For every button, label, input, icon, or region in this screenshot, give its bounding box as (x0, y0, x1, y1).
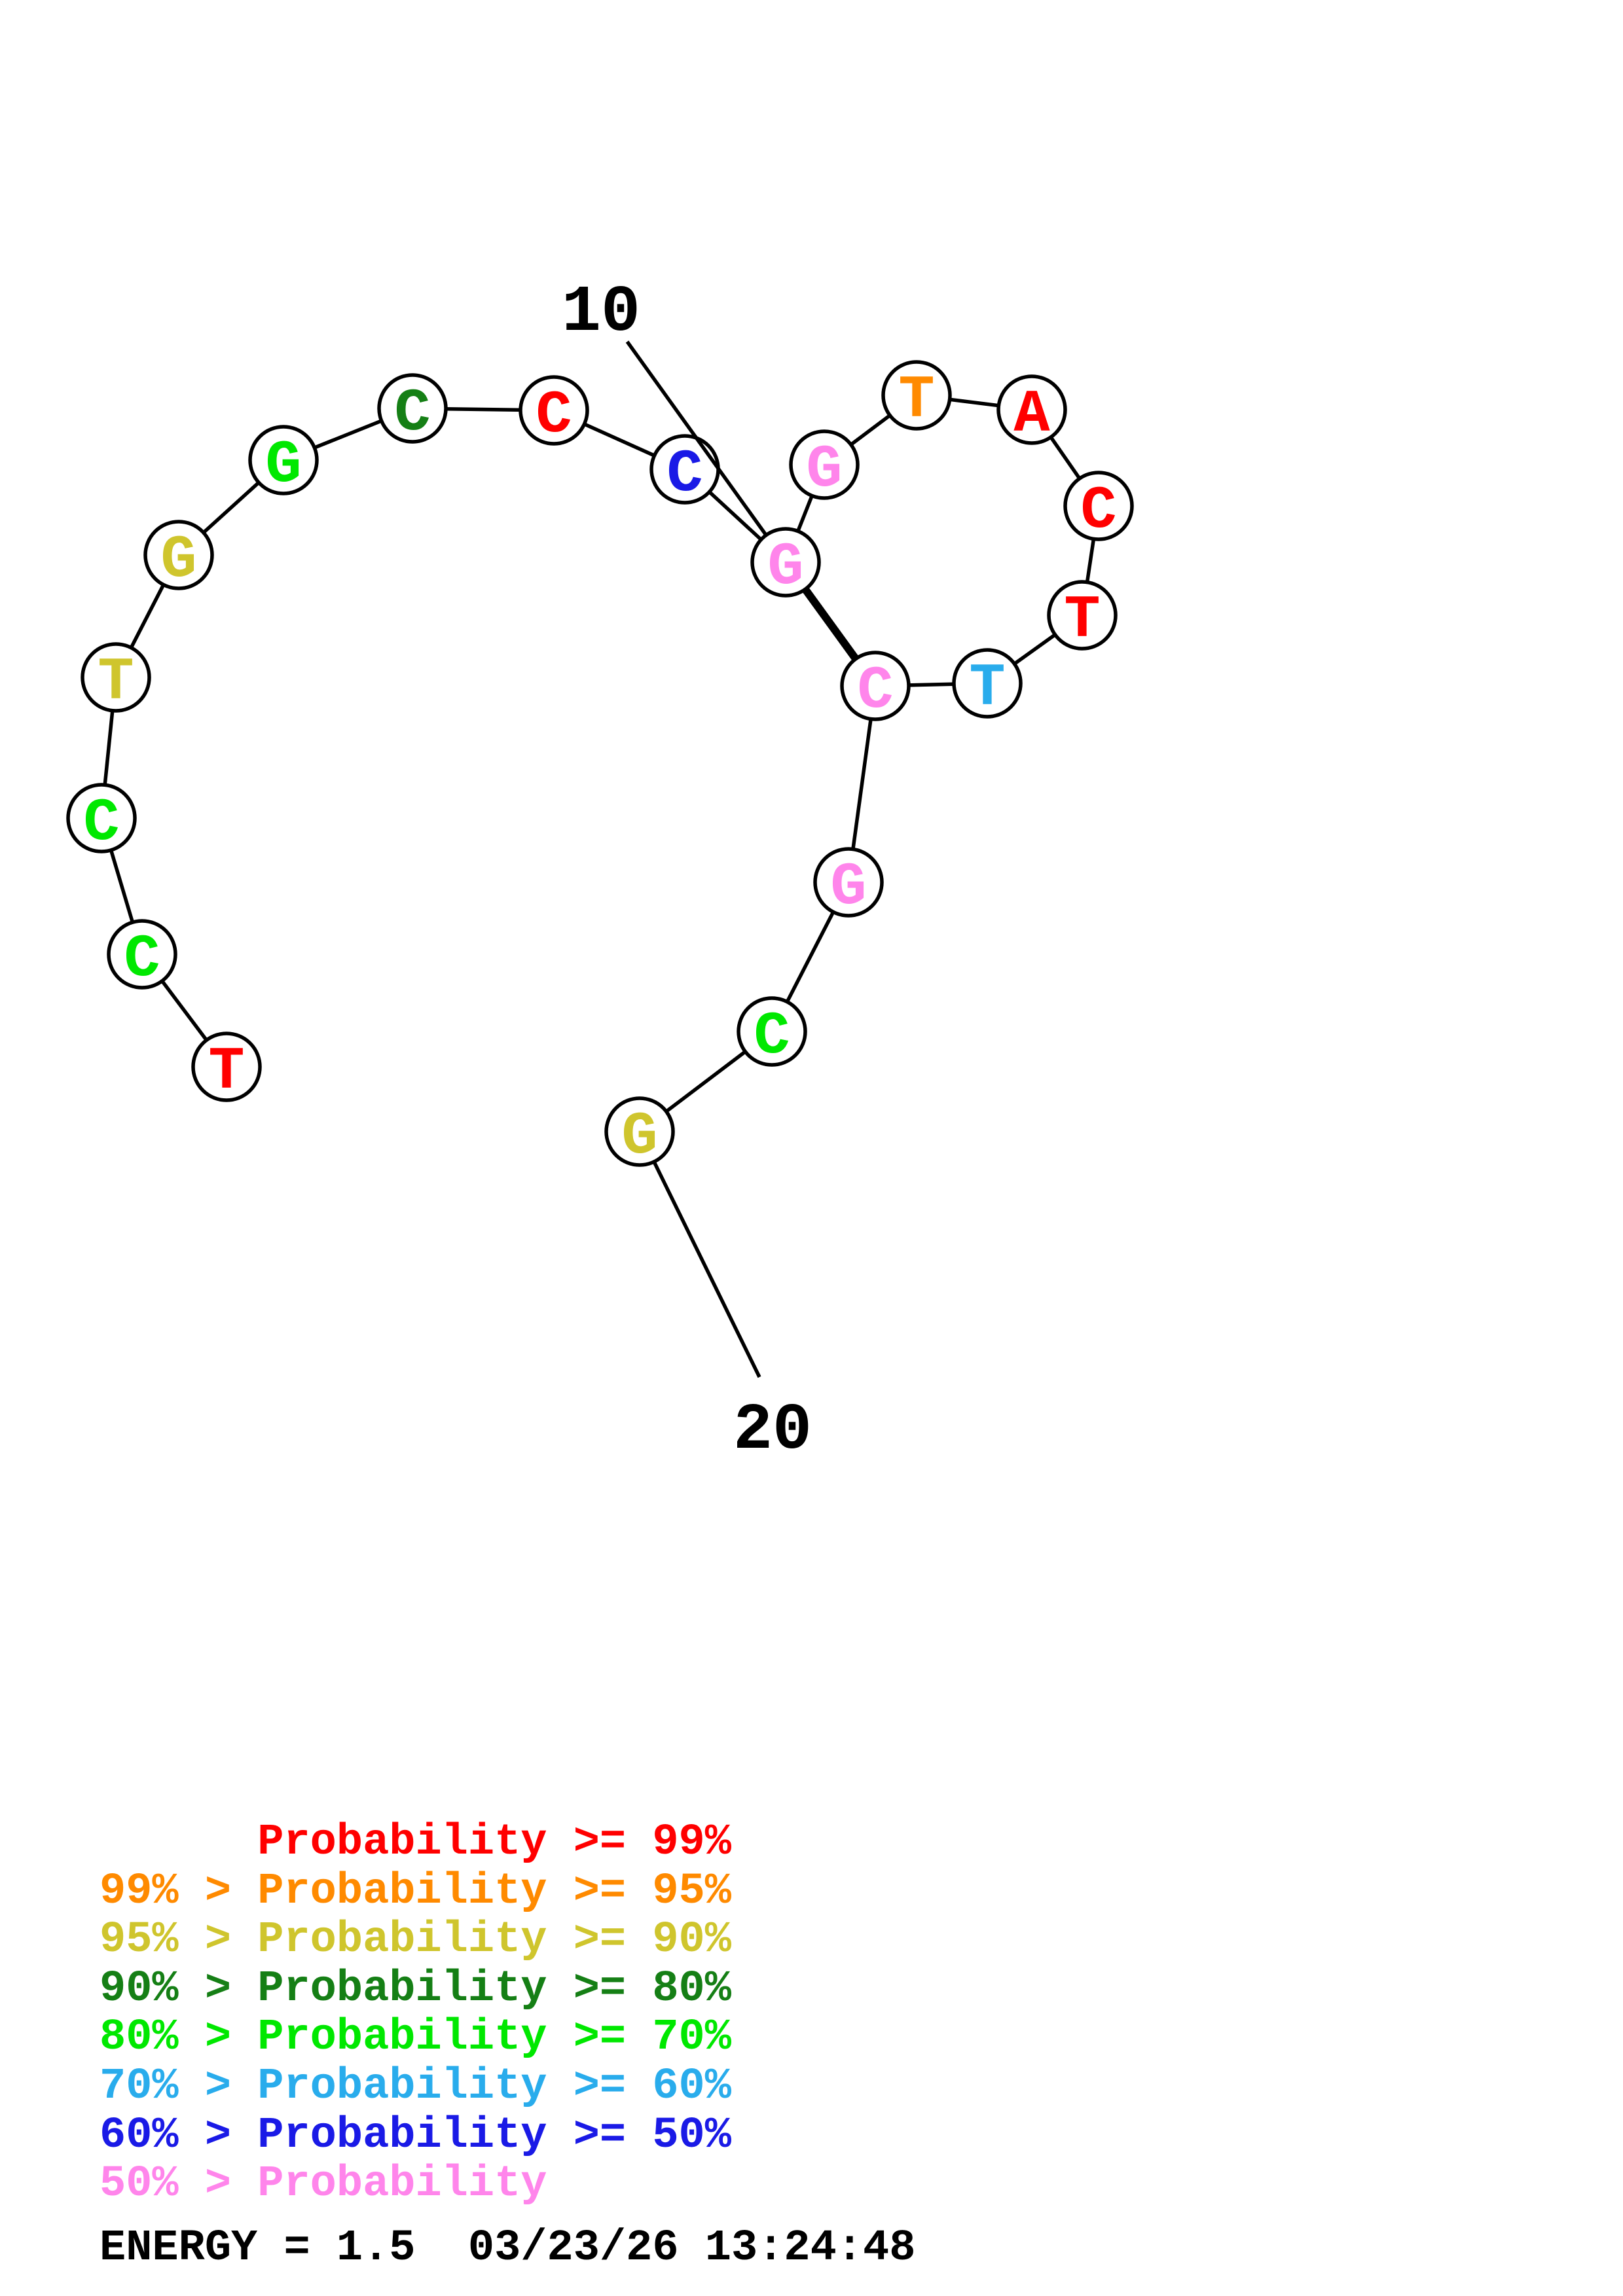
legend-row-2: 99% > Probability >= 95% (100, 1866, 731, 1916)
nucleotide-letter-5: G (160, 526, 196, 594)
nucleotide-circle-7 (377, 373, 448, 444)
nucleotide-circle-3 (66, 783, 137, 853)
nucleotide-circle-1 (191, 1031, 262, 1102)
nucleotide-letter-13: A (1013, 380, 1050, 449)
nucleotide-letter-18: G (830, 853, 866, 922)
nucleotide-letter-6: G (265, 431, 301, 499)
nucleotide-letter-10: G (767, 533, 803, 601)
sequence-number-label-20: 20 (733, 1394, 812, 1468)
nucleotide-letter-16: T (969, 654, 1005, 723)
nucleotide-circle-12 (881, 360, 952, 431)
legend-row-3: 95% > Probability >= 90% (100, 1915, 731, 1965)
nucleotide-circle-4 (81, 642, 151, 713)
nucleotide-circle-5 (143, 520, 214, 590)
sequence-number-label-10: 10 (562, 276, 640, 350)
legend-row-1: Probability >= 99% (100, 1818, 731, 1867)
nucleotide-circle-10 (750, 527, 821, 598)
legend-row-4: 90% > Probability >= 80% (100, 1964, 731, 2014)
nucleotide-circle-17 (840, 651, 911, 721)
nucleotide-letter-12: T (898, 366, 934, 435)
nucleotide-circle-15 (1047, 580, 1118, 651)
nucleotide-letter-8: C (536, 381, 572, 450)
probability-legend: Probability >= 99% 99% > Probability >= 9… (100, 1818, 731, 2209)
legend-row-8: 50% > Probability (100, 2159, 547, 2210)
nucleotide-letter-4: T (98, 648, 134, 717)
sequence-number-pointer-line-10 (625, 340, 767, 535)
legend-row-5: 80% > Probability >= 70% (100, 2013, 731, 2063)
nucleotide-letter-14: C (1080, 476, 1116, 545)
nucleotide-circle-19 (737, 996, 807, 1067)
nucleotide-letter-17: C (857, 656, 893, 725)
nucleotide-circle-20 (604, 1096, 675, 1167)
nucleotide-circle-14 (1063, 471, 1134, 541)
nucleotide-letter-3: C (83, 789, 119, 857)
nucleotide-circle-6 (248, 425, 319, 495)
nucleotide-circle-2 (107, 919, 177, 990)
nucleotide-circle-8 (519, 375, 589, 446)
nucleotide-circle-16 (952, 648, 1023, 719)
nucleotide-circle-18 (813, 847, 884, 918)
nucleotide-circle-13 (996, 374, 1067, 445)
legend-row-7: 60% > Probability >= 50% (100, 2110, 731, 2161)
nucleotide-letter-9: C (666, 440, 702, 509)
nucleotide-letter-2: C (124, 925, 160, 994)
nucleotide-letter-20: G (621, 1102, 657, 1171)
nucleotide-letter-7: C (394, 379, 430, 448)
nucleotide-letter-1: T (208, 1037, 244, 1106)
nucleotide-letter-15: T (1064, 586, 1100, 655)
legend-row-6: 70% > Probability >= 60% (100, 2061, 731, 2111)
sequence-number-pointer-line-20 (653, 1162, 761, 1378)
energy-line: ENERGY = 1.5 03/23/26 13:24:48 (100, 2223, 916, 2273)
nucleotide-letter-19: C (754, 1002, 790, 1071)
nucleotide-letter-11: G (806, 435, 842, 504)
nucleotide-circle-11 (789, 429, 860, 500)
